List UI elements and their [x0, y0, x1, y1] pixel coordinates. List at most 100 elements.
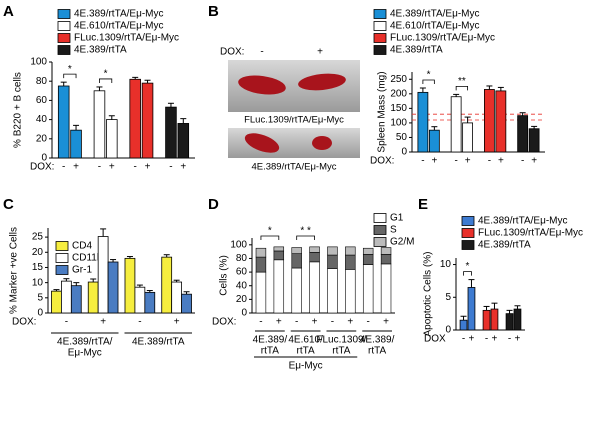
- legend-label: 4E.389/rtTA/Eμ-Myc: [74, 9, 164, 20]
- significance-label: *: [104, 69, 108, 80]
- y-axis-label: % Marker +ve Cells: [9, 227, 20, 314]
- y-tick-label: 0: [37, 308, 43, 319]
- group-label: 4E.610/: [288, 335, 323, 346]
- y-tick-label: 0: [41, 153, 47, 164]
- bar: [87, 281, 99, 314]
- legend-swatch: [55, 253, 69, 263]
- group-note: Eμ-Myc: [289, 361, 323, 372]
- x-tick-label: +: [431, 156, 437, 167]
- y-tick-label: 5: [445, 292, 451, 303]
- x-row-label: DOX:: [30, 162, 54, 173]
- significance-bracket: [99, 78, 113, 83]
- x-tick-label: -: [521, 156, 524, 167]
- y-tick-label: 15: [32, 262, 44, 273]
- legend-label: 4E.389/rtTA: [74, 45, 127, 56]
- y-tick-label: 0: [401, 147, 407, 158]
- y-tick-label: 10: [32, 277, 44, 288]
- bar-segment: [291, 247, 302, 254]
- legend-label: FLuc.1309/rtTA/Eμ-Myc: [478, 228, 583, 239]
- x-tick-label: +: [465, 156, 471, 167]
- bar: [513, 308, 522, 331]
- y-tick-label: 20: [32, 247, 44, 258]
- legend-swatch: [373, 237, 387, 247]
- y-tick-label: 200: [390, 88, 407, 99]
- x-tick-label: +: [498, 156, 504, 167]
- bar: [93, 90, 106, 159]
- x-tick-label: -: [295, 317, 298, 328]
- bar-segment: [380, 247, 392, 255]
- dox-label: DOX:: [220, 47, 244, 58]
- bar-segment: [291, 253, 302, 269]
- y-tick-label: 100: [390, 118, 407, 129]
- bar: [495, 90, 507, 153]
- panel-letter: D: [208, 196, 219, 213]
- bar: [129, 78, 141, 159]
- x-tick-label: -: [98, 162, 101, 173]
- legend-label: G1: [390, 213, 404, 224]
- bar: [181, 293, 192, 314]
- significance-bracket: [455, 86, 469, 91]
- bar-segment: [327, 254, 338, 269]
- legend-label: 4E.389/rtTA: [478, 240, 531, 251]
- x-tick-label: -: [134, 162, 137, 173]
- bar-segment: [309, 246, 320, 253]
- legend-swatch: [373, 225, 387, 235]
- legend-label: FLuc.1309/rtTA/Eμ-Myc: [390, 33, 495, 44]
- group-label: 4E.389/: [360, 335, 395, 346]
- x-tick-label: +: [492, 334, 498, 345]
- legend-label: 4E.610/rtTA/Eμ-Myc: [74, 21, 164, 32]
- photo-caption: FLuc.1309/rtTA/Eμ-Myc: [244, 115, 344, 126]
- group-label: FLuc.1309/: [316, 335, 366, 346]
- bar-segment: [345, 246, 356, 256]
- significance-bracket: [63, 73, 77, 79]
- legend-label: S: [390, 225, 397, 236]
- legend-label: CD4: [72, 241, 92, 252]
- legend-swatch: [461, 228, 475, 238]
- bar-segment: [380, 254, 392, 265]
- bar: [517, 115, 529, 153]
- significance-bracket: [260, 235, 280, 240]
- bar-segment: [362, 247, 374, 255]
- y-tick-label: 25: [32, 232, 44, 243]
- bar: [428, 129, 440, 153]
- bar: [177, 123, 190, 159]
- y-tick-label: 40: [236, 280, 248, 291]
- legend-label: 4E.610/rtTA/Eμ-Myc: [390, 21, 480, 32]
- bar: [459, 319, 468, 331]
- x-tick-label: +: [312, 317, 318, 328]
- significance-label: *: [466, 261, 470, 272]
- x-tick-label: +: [109, 162, 115, 173]
- legend-label: CD11b: [72, 253, 103, 264]
- legend-label: G2/M: [390, 237, 414, 248]
- legend-swatch: [55, 265, 69, 275]
- x-row-label: DOX:: [12, 317, 36, 328]
- x-row-label: DOX: [424, 334, 446, 345]
- bar: [505, 313, 514, 331]
- x-tick-label: -: [454, 156, 457, 167]
- x-tick-label: -: [485, 334, 488, 345]
- bar-segment: [273, 246, 285, 252]
- legend-swatch: [373, 45, 387, 55]
- bar: [484, 89, 495, 153]
- x-tick-label: +: [515, 334, 521, 345]
- bar: [97, 236, 109, 314]
- bar: [528, 128, 540, 153]
- y-axis-label: Apoptotic Cells (%): [423, 251, 434, 336]
- spleen: [244, 133, 280, 153]
- group-label: rtTA: [368, 346, 386, 357]
- spleen: [312, 136, 332, 150]
- x-tick-label: +: [73, 162, 79, 173]
- x-tick-label: -: [65, 317, 68, 328]
- y-tick-label: 5: [37, 292, 43, 303]
- bar: [462, 122, 473, 153]
- legend-swatch: [461, 216, 475, 226]
- significance-label: *: [427, 70, 431, 81]
- group-label: rtTA: [261, 346, 279, 357]
- bar-segment: [309, 252, 320, 263]
- bar-segment: [345, 254, 356, 270]
- x-tick-label: +: [180, 162, 186, 173]
- bar-segment: [255, 247, 267, 258]
- significance-label: **: [458, 76, 466, 87]
- bar-segment: [362, 264, 374, 314]
